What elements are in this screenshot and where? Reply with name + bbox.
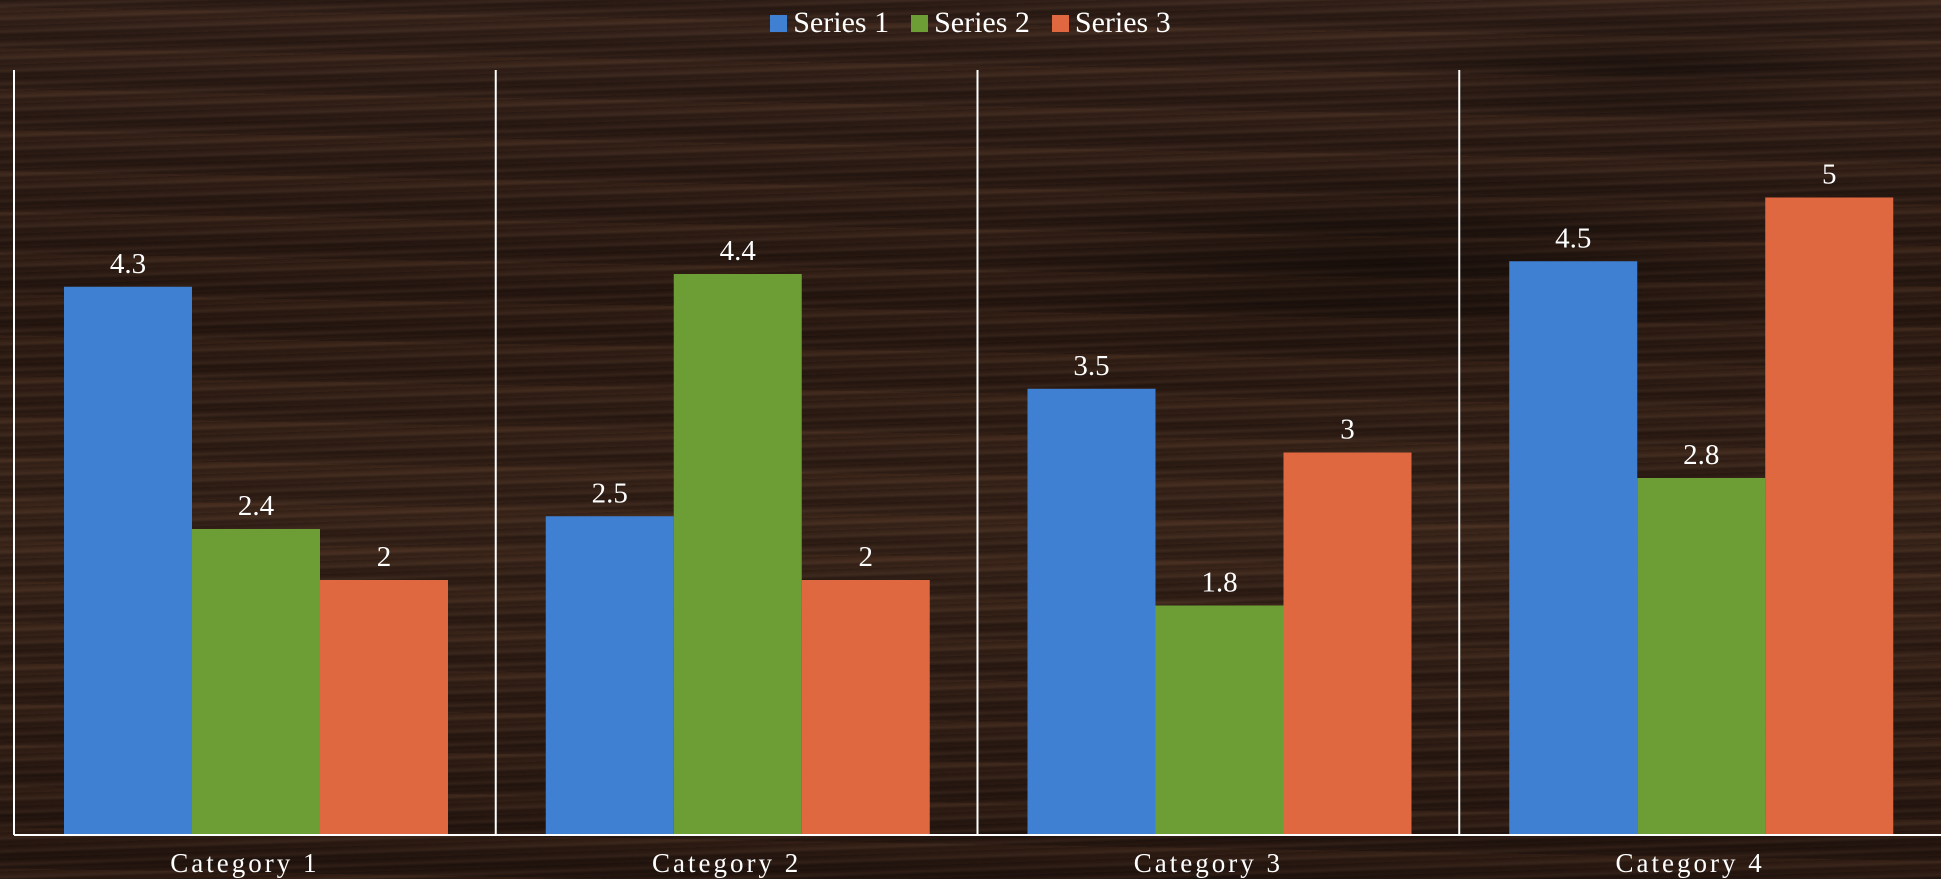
- bar-series-1: [1509, 261, 1638, 835]
- data-label: 2.5: [592, 477, 628, 509]
- data-label: 4.5: [1555, 222, 1591, 254]
- category-tick-label: Category 2: [652, 848, 801, 878]
- data-label: 2.4: [238, 490, 275, 522]
- chart-legend: Series 1 Series 2 Series 3: [0, 6, 1941, 40]
- bar-series-2: [1155, 605, 1284, 835]
- legend-swatch-series-3: [1051, 14, 1069, 32]
- bar-series-2: [192, 529, 320, 835]
- data-label: 4.3: [110, 248, 146, 280]
- data-label: 2: [377, 541, 392, 573]
- bar-series-1: [545, 516, 674, 835]
- bar-series-3: [1283, 452, 1412, 835]
- category-tick-label: Category 3: [1134, 848, 1283, 878]
- bar-series-3: [320, 580, 448, 835]
- category-tick-label: Category 1: [170, 848, 319, 878]
- data-label: 2: [859, 541, 874, 573]
- data-label: 3.5: [1073, 350, 1109, 382]
- category-tick-label: Category 4: [1616, 848, 1765, 878]
- legend-item-series-1: Series 1: [770, 6, 889, 40]
- data-label: 2.8: [1683, 439, 1719, 471]
- legend-label-series-2: Series 2: [934, 6, 1030, 39]
- legend-item-series-3: Series 3: [1051, 6, 1171, 40]
- bar-series-3: [1765, 197, 1894, 835]
- bar-series-2: [1637, 478, 1766, 835]
- data-label: 3: [1340, 414, 1355, 446]
- legend-swatch-series-2: [911, 14, 929, 32]
- data-label: 5: [1822, 159, 1837, 191]
- legend-item-series-2: Series 2: [911, 6, 1030, 40]
- data-label: 4.4: [720, 235, 757, 267]
- legend-swatch-series-1: [770, 14, 788, 32]
- data-label: 1.8: [1201, 567, 1237, 599]
- legend-label-series-1: Series 1: [793, 6, 890, 39]
- bar-series-2: [673, 274, 802, 835]
- legend-label-series-3: Series 3: [1074, 6, 1171, 39]
- bar-series-3: [801, 580, 930, 835]
- bar-series-1: [64, 286, 192, 835]
- bar-series-1: [1027, 388, 1156, 835]
